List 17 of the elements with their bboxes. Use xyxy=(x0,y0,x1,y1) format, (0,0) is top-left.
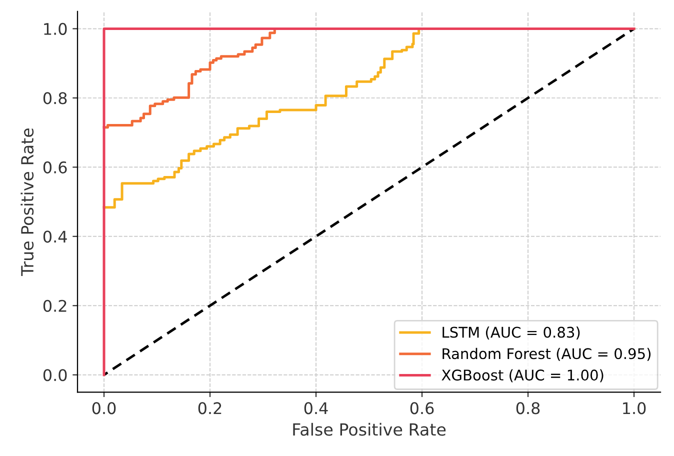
x-axis-title: False Positive Rate xyxy=(293,422,446,436)
y-tick-label: 0.4 xyxy=(43,230,67,243)
y-tick-label: 0.2 xyxy=(43,300,66,312)
y-tick-label: 0.0 xyxy=(43,369,67,382)
x-tick-label: 0.8 xyxy=(516,402,540,414)
legend-label: LSTM (AUC = 0.83) xyxy=(442,326,580,340)
legend-label: Random Forest (AUC = 0.95) xyxy=(442,348,651,361)
y-tick-label: 1.0 xyxy=(44,22,67,36)
y-tick-label: 0.8 xyxy=(43,92,67,104)
y-axis-title: True Positive Rate xyxy=(20,128,34,276)
legend-label: XGBoost (AUC = 1.00) xyxy=(442,369,604,382)
x-tick-label: 0.6 xyxy=(410,402,434,414)
x-tick-label: 0.2 xyxy=(198,402,222,414)
x-tick-label: 0.0 xyxy=(92,402,116,414)
x-tick-label: 1.0 xyxy=(623,402,646,414)
x-tick-label: 0.4 xyxy=(304,402,328,414)
y-tick-label: 0.6 xyxy=(43,161,67,174)
